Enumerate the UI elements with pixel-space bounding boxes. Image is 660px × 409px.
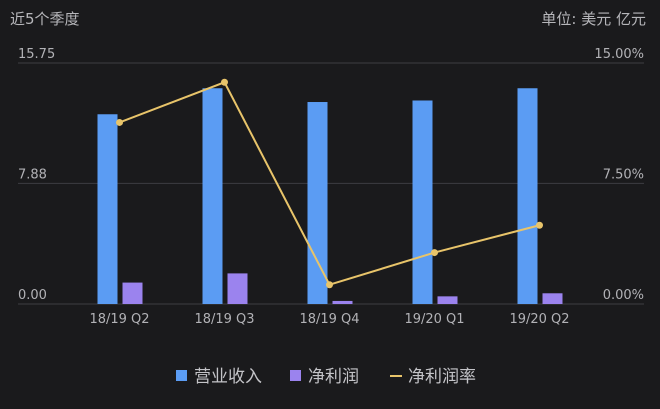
profit-bar — [227, 273, 248, 304]
period-label: 近5个季度 — [10, 10, 80, 28]
right-axis-ticks: 0.00% 7.50% 15.00% — [594, 47, 644, 303]
unit-label: 单位: 美元 亿元 — [541, 10, 646, 28]
profit-bar — [332, 300, 353, 304]
legend-label: 营业收入 — [194, 367, 262, 387]
y-right-tick-label: 7.50% — [603, 168, 644, 183]
y-right-tick-label: 15.00% — [594, 47, 644, 62]
profit-bar — [122, 282, 143, 304]
revenue-bar — [517, 88, 538, 304]
y-left-tick-label: 0.00 — [18, 288, 47, 303]
revenue-bar — [202, 88, 223, 304]
legend: 营业收入 净利润 净利润率 — [176, 367, 476, 387]
legend-label: 净利润 — [308, 367, 359, 387]
revenue-bar — [412, 100, 433, 304]
revenue-bar — [97, 114, 118, 304]
margin-point — [221, 78, 228, 86]
legend-swatch — [290, 370, 301, 381]
left-axis-ticks: 0.00 7.88 15.75 — [18, 47, 55, 303]
legend-label: 净利润率 — [408, 367, 476, 387]
profit-bar — [542, 293, 563, 304]
margin-line-series — [116, 78, 543, 289]
margin-point — [536, 221, 543, 229]
y-left-tick-label: 15.75 — [18, 47, 55, 62]
margin-point — [116, 118, 123, 126]
margin-point — [431, 249, 438, 257]
legend-swatch — [176, 370, 187, 381]
profit-bar — [437, 296, 458, 304]
bar-series — [97, 88, 563, 305]
x-tick-label: 18/19 Q4 — [299, 312, 359, 327]
y-right-tick-label: 0.00% — [603, 288, 644, 303]
x-tick-label: 19/20 Q1 — [404, 312, 464, 327]
x-tick-label: 18/19 Q2 — [89, 312, 149, 327]
x-tick-label: 18/19 Q3 — [194, 312, 254, 327]
x-axis-ticks: 18/19 Q2 18/19 Q3 18/19 Q4 19/20 Q1 19/20 Q2 — [89, 312, 569, 327]
x-tick-label: 19/20 Q2 — [509, 312, 569, 327]
margin-point — [326, 281, 333, 289]
gridlines — [18, 62, 644, 305]
y-left-tick-label: 7.88 — [18, 167, 47, 182]
